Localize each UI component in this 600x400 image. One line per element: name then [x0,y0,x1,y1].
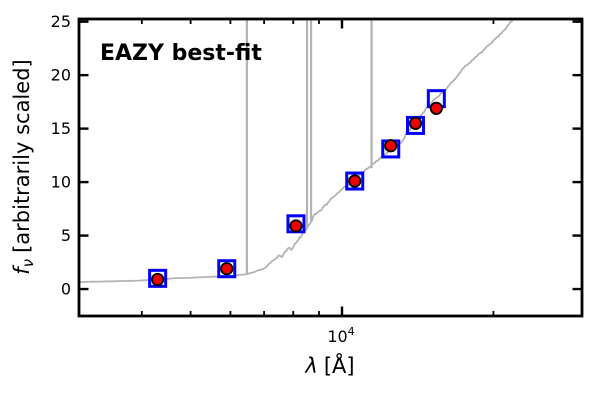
y-tick-label: 5 [61,226,71,245]
emission-lines-layer [245,19,373,275]
annotation-eazy-best-fit: EAZY best-fit [100,41,262,66]
y-tick-label: 0 [61,280,71,299]
observed-photometry-dot [384,139,398,153]
observed-photometry-dot [429,101,443,115]
x-major-tick-label: 104 [327,325,354,346]
y-axis-label: fν[arbitrarily scaled] [10,59,37,274]
y-tick-label: 25 [51,12,71,31]
y-tick-label: 15 [51,119,71,138]
observed-photometry-dot [408,116,423,130]
observed-photometry-dot [220,262,234,276]
observed-photometry-dot [348,174,362,188]
observed-photometry-dot [151,272,165,287]
photometry-layer [148,89,446,288]
model-photometry-square [345,171,365,191]
y-tick-labels: 0 5 10 15 20 25 [51,12,71,298]
observed-photometry-dot [289,219,303,233]
model-photometry-square [217,259,237,279]
y-tick-label: 20 [51,66,71,85]
y-tick-label: 10 [51,173,71,192]
plot-frame [77,17,584,318]
x-axis-label: λ [Å] [304,352,354,378]
x-tick-exponent: 4 [348,325,355,338]
axis-ticks-layer [79,19,582,316]
model-photometry-square [148,268,168,288]
